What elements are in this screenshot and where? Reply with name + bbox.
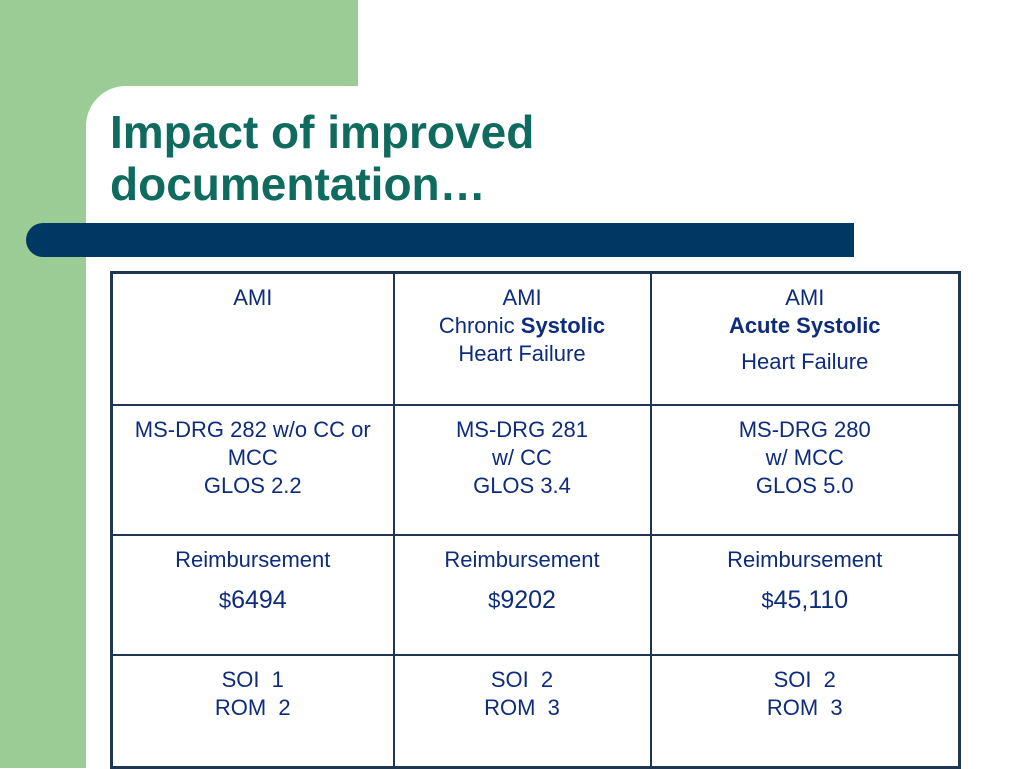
table-cell: Reimbursement $9202 xyxy=(392,534,652,656)
amount-value: 6494 xyxy=(231,586,287,614)
cell-line: w/ MCC xyxy=(765,445,844,470)
table-cell: MS-DRG 280 w/ MCC GLOS 5.0 xyxy=(649,404,961,536)
cell-line: GLOS 2.2 xyxy=(203,473,302,498)
table-row-drg: MS-DRG 282 w/o CC or MCC GLOS 2.2 MS-DRG… xyxy=(110,404,961,536)
cell-line: AMI xyxy=(785,285,825,310)
table-row-severity: SOI 1 ROM 2 SOI 2 ROM 3 SOI 2 ROM 3 xyxy=(110,654,961,769)
cell-line: Chronic Systolic Heart Failure xyxy=(403,312,642,368)
table-cell: Reimbursement $6494 xyxy=(110,534,395,656)
cell-line: Heart Failure xyxy=(741,349,869,374)
slide-title-line-1: Impact of improved xyxy=(110,106,535,158)
table-row-reimbursement: Reimbursement $6494 Reimbursement $9202 … xyxy=(110,534,961,656)
cell-line: ROM 3 xyxy=(484,695,560,720)
cell-line: Reimbursement xyxy=(727,547,883,572)
title-underline-bar xyxy=(26,223,854,257)
amount-value: 45,110 xyxy=(773,586,849,614)
currency-symbol: $ xyxy=(218,588,232,613)
table-cell: SOI 2 ROM 3 xyxy=(392,654,652,769)
cell-text-plain: Chronic xyxy=(438,313,521,338)
cell-line: w/ CC xyxy=(492,445,552,470)
cell-line: Reimbursement xyxy=(175,547,331,572)
cell-line: SOI 2 xyxy=(490,667,554,692)
cell-line: GLOS 5.0 xyxy=(755,473,854,498)
amount-value: 9202 xyxy=(500,586,556,614)
cell-line: MS-DRG 282 w/o CC or MCC xyxy=(134,417,371,470)
cell-text-bold: Acute Systolic xyxy=(728,313,881,338)
currency-symbol: $ xyxy=(488,588,501,613)
reimbursement-amount: $6494 xyxy=(121,586,385,615)
table-row-header: AMI AMI Chronic Systolic Heart Failure AM… xyxy=(110,271,961,406)
cell-line: GLOS 3.4 xyxy=(473,473,571,498)
cell-line: MS-DRG 280 xyxy=(738,417,871,442)
slide-title: Impact of improved documentation… xyxy=(110,106,830,210)
cell-text-bold: Systolic xyxy=(520,313,606,338)
cell-line: Acute Systolic xyxy=(660,312,951,340)
cell-line: AMI xyxy=(233,285,273,310)
cell-line: ROM 3 xyxy=(766,695,843,720)
table-cell: AMI xyxy=(110,271,395,406)
cell-line: AMI xyxy=(502,285,542,310)
slide-title-line-2: documentation… xyxy=(110,158,486,210)
table-cell: SOI 1 ROM 2 xyxy=(110,654,395,769)
cell-line: SOI 2 xyxy=(773,667,836,692)
table-cell: MS-DRG 281 w/ CC GLOS 3.4 xyxy=(392,404,652,536)
currency-symbol: $ xyxy=(761,588,774,613)
cell-line: MS-DRG 281 xyxy=(455,417,589,442)
table-cell: Reimbursement $45,110 xyxy=(649,534,961,656)
comparison-table: AMI AMI Chronic Systolic Heart Failure AM… xyxy=(110,271,961,769)
cell-line: ROM 2 xyxy=(214,695,291,720)
reimbursement-amount: $9202 xyxy=(403,586,642,615)
cell-line: Reimbursement xyxy=(444,547,600,572)
table-cell: AMI Acute Systolic Heart Failure xyxy=(649,271,961,406)
table-cell: AMI Chronic Systolic Heart Failure xyxy=(392,271,652,406)
cell-line: SOI 1 xyxy=(221,667,284,692)
table-cell: SOI 2 ROM 3 xyxy=(649,654,961,769)
table-cell: MS-DRG 282 w/o CC or MCC GLOS 2.2 xyxy=(110,404,395,536)
cell-text-plain: Heart Failure xyxy=(458,341,586,366)
reimbursement-amount: $45,110 xyxy=(660,586,951,615)
